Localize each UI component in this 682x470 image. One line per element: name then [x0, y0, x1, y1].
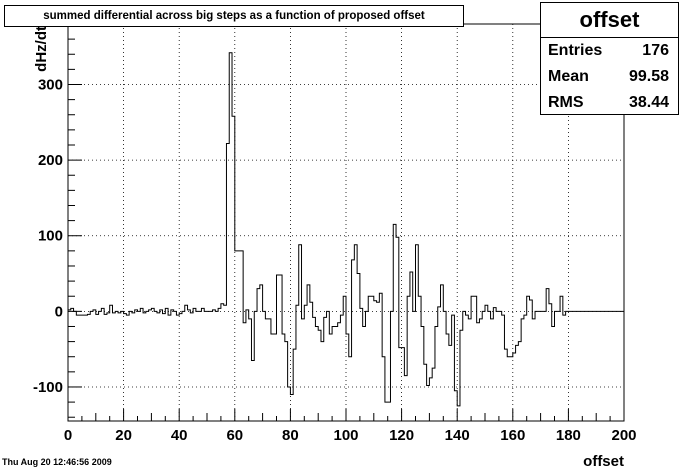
x-axis-title: offset	[583, 453, 624, 470]
stats-row-entries: Entries 176	[541, 38, 678, 64]
timestamp: Thu Aug 20 12:46:56 2009	[2, 457, 112, 467]
stats-label: Mean	[548, 68, 589, 85]
stats-value: 38.44	[628, 94, 669, 111]
x-tick-label: 40	[171, 427, 188, 444]
x-tick-label: 120	[389, 427, 414, 444]
stats-value: 99.58	[628, 68, 669, 85]
stats-row-rms: RMS 38.44	[541, 90, 678, 116]
stats-title: offset	[541, 3, 678, 38]
stats-label: RMS	[548, 94, 584, 111]
chart-title: summed differential across big steps as …	[43, 10, 425, 22]
x-tick-label: 180	[556, 427, 581, 444]
y-tick-label: -100	[33, 379, 63, 396]
x-tick-label: 140	[445, 427, 470, 444]
y-tick-label: 200	[38, 152, 63, 169]
x-tick-label: 80	[282, 427, 299, 444]
x-tick-label: 60	[226, 427, 243, 444]
y-tick-label: 0	[55, 303, 63, 320]
x-tick-label: 0	[64, 427, 72, 444]
x-tick-label: 100	[333, 427, 358, 444]
stats-label: Entries	[548, 42, 603, 59]
y-tick-label: 300	[38, 76, 63, 93]
x-tick-label: 200	[611, 427, 636, 444]
stats-box: offset Entries 176 Mean 99.58 RMS 38.44	[540, 2, 679, 115]
histogram-line	[68, 52, 624, 407]
x-tick-label: 160	[500, 427, 525, 444]
tick-labels: 0 20 40 60 80 100 120 140 160 180 200 -100 0 100 200 30…	[33, 76, 637, 444]
y-tick-label: 100	[38, 228, 63, 245]
stats-row-mean: Mean 99.58	[541, 64, 678, 90]
x-tick-label: 20	[115, 427, 132, 444]
histogram-bins	[68, 52, 624, 407]
y-axis-title: dHz/dt	[33, 26, 50, 72]
axis-ticks	[67, 23, 625, 421]
chart-title-box: summed differential across big steps as …	[4, 5, 464, 27]
grid	[68, 24, 624, 421]
stats-value: 176	[642, 42, 669, 59]
